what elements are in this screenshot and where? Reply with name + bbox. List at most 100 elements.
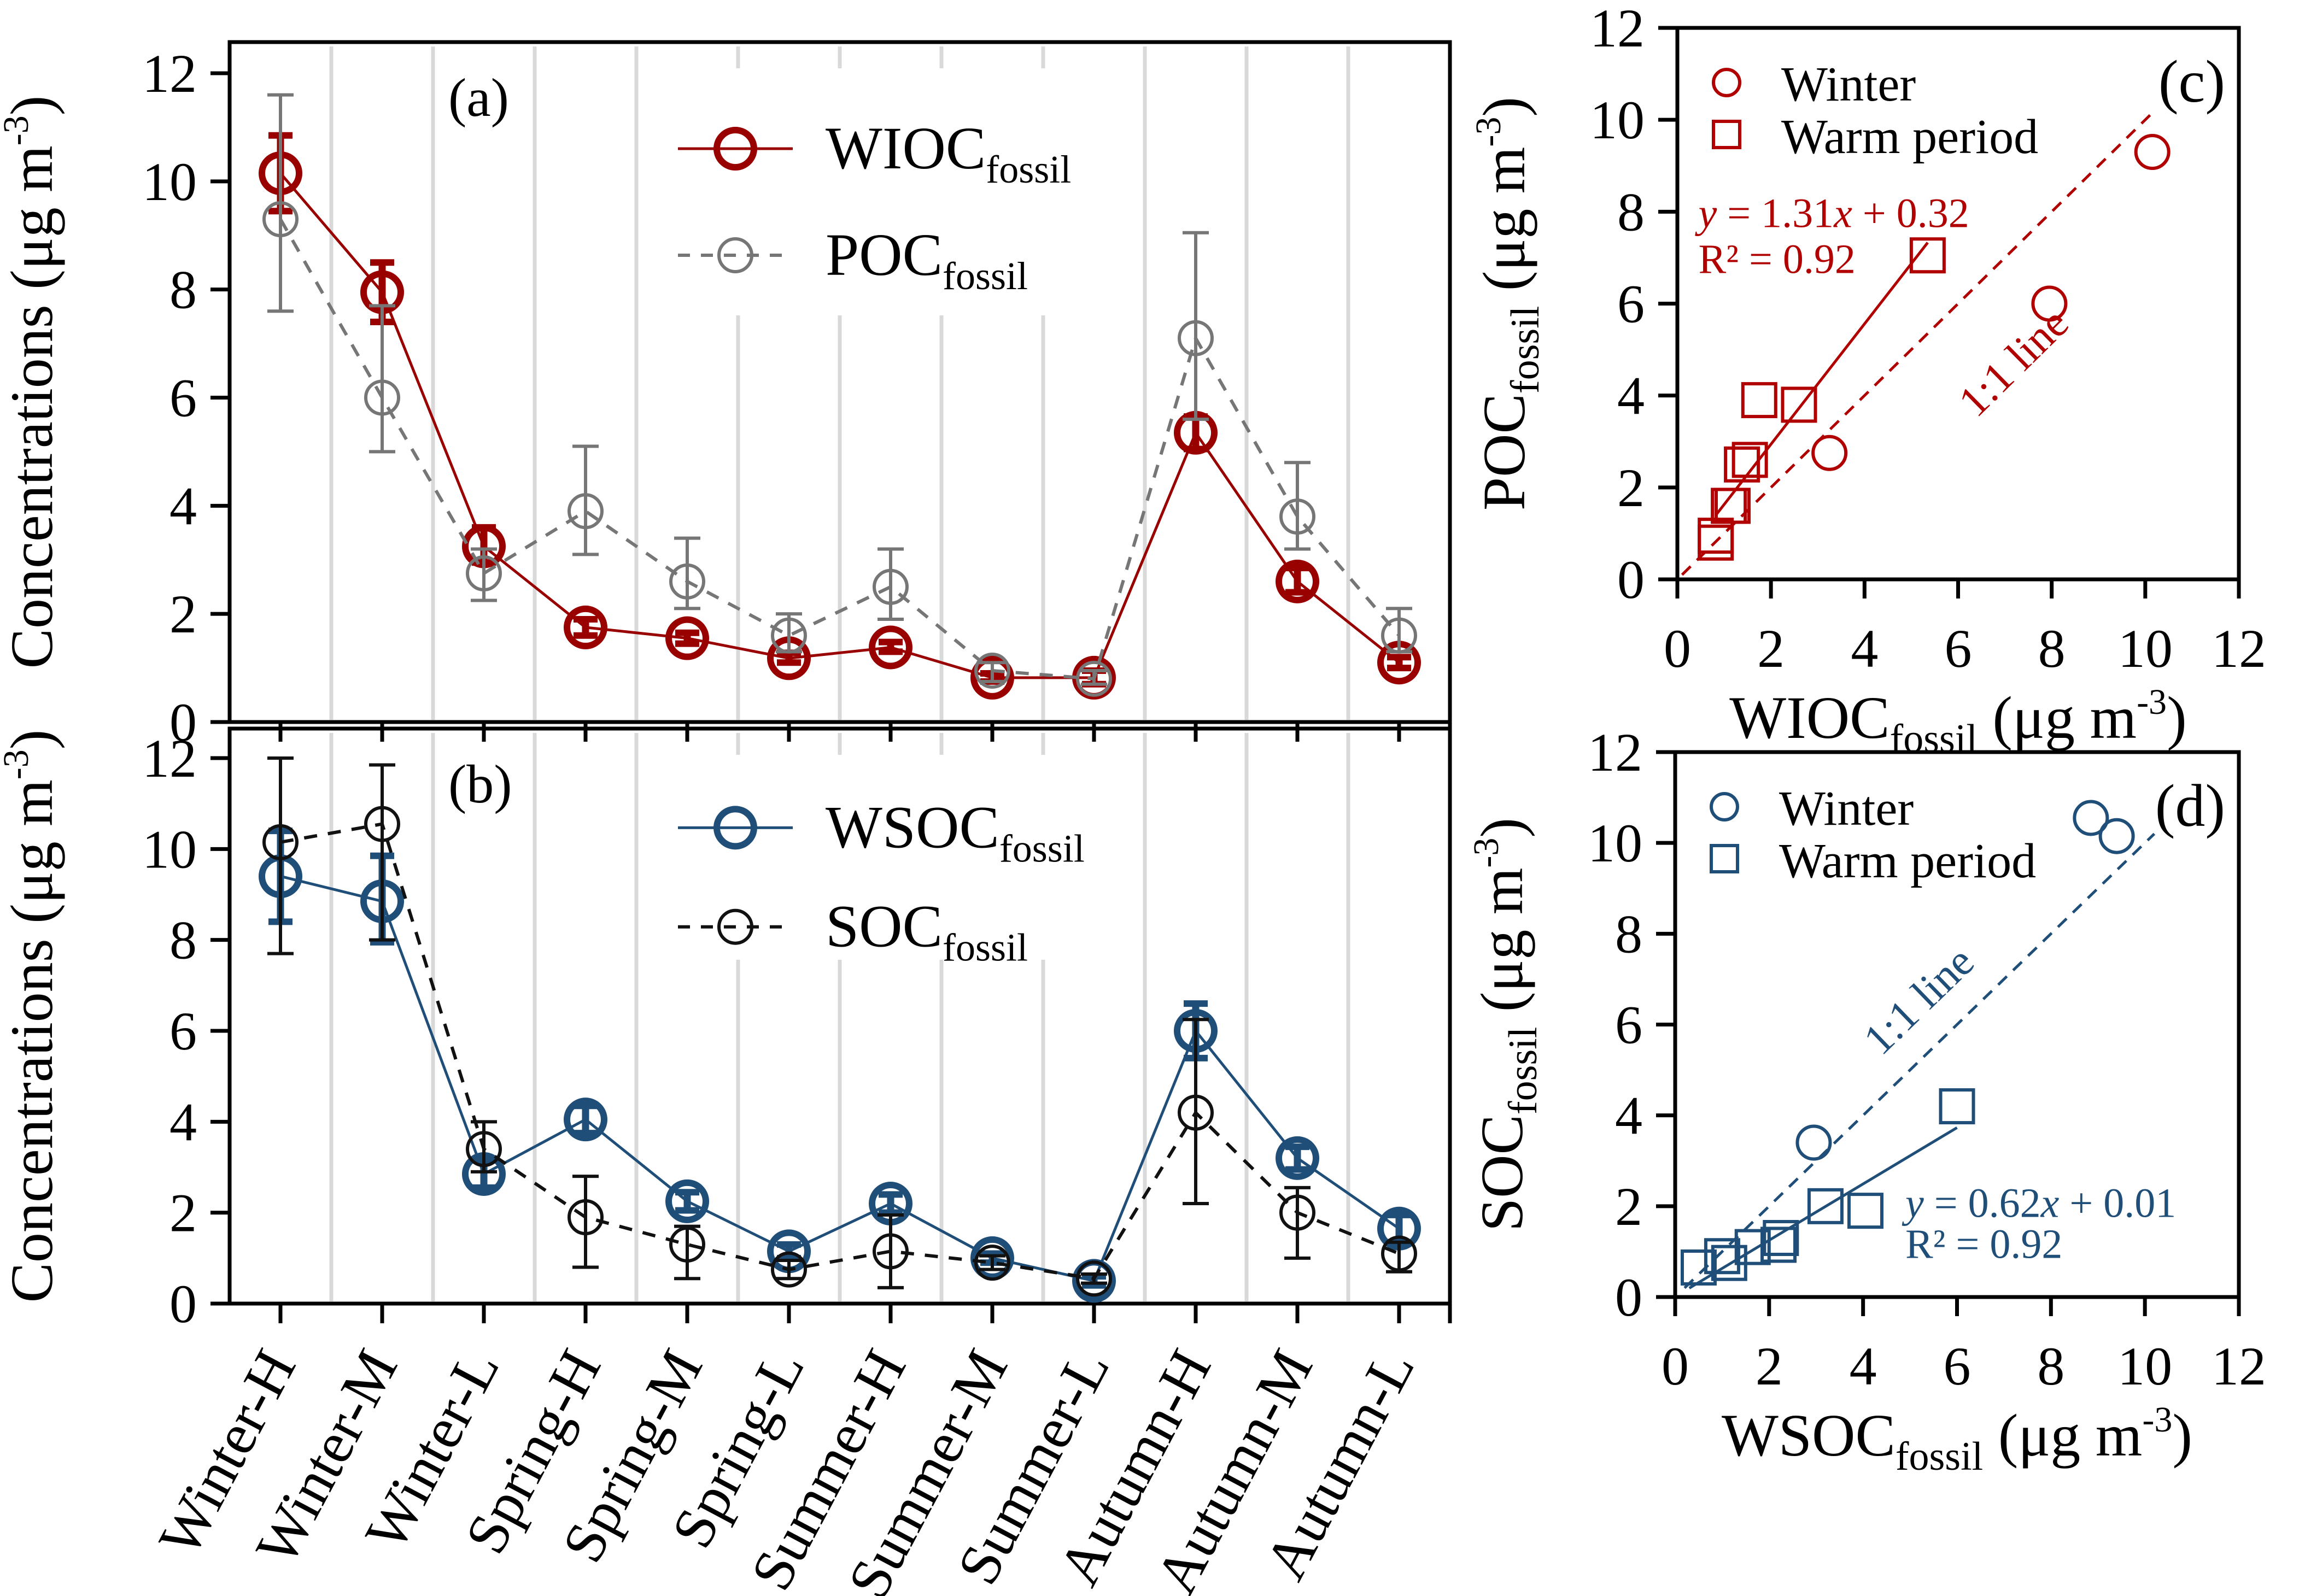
legend-label: WSOCfossil: [826, 794, 1085, 870]
legend-label: Warm period: [1779, 834, 2036, 888]
y-tick-label: 12: [1588, 722, 1642, 783]
legend-marker-circle: [1710, 792, 1739, 822]
y-axis-label: Concentrations (μg m-3): [0, 730, 65, 1303]
winter-point: [2073, 800, 2109, 836]
legend-entry: POCfossil: [678, 221, 1028, 298]
data-point: [1178, 320, 1214, 356]
y-tick-label: 0: [1615, 1267, 1642, 1328]
data-point: [1076, 660, 1112, 697]
y-tick-label: 8: [1617, 181, 1645, 242]
legend-marker-square: [1710, 844, 1739, 873]
one-to-one-label: 1:1 line: [1855, 937, 1983, 1064]
y-tick-label: 6: [1617, 274, 1645, 335]
y-axis-label: SOCfossil (μg m-3): [1466, 818, 1546, 1231]
x-tick-label: 10: [2118, 618, 2173, 679]
legend-entry: WIOCfossil: [678, 115, 1071, 191]
warm-point: [1760, 1227, 1797, 1263]
warm-point: [1698, 518, 1734, 554]
legend-marker-circle: [1712, 68, 1741, 97]
warm-point: [1763, 1219, 1799, 1256]
panel-label: (d): [2155, 772, 2225, 839]
y-tick-label: 8: [1615, 903, 1642, 964]
series-line: [279, 218, 1401, 681]
legend-label: Winter: [1781, 57, 1916, 112]
data-point: [564, 605, 607, 649]
warm-point: [1704, 1238, 1740, 1275]
data-point: [665, 616, 709, 660]
legend-label: SOCfossil: [826, 893, 1028, 970]
panel-label: (a): [448, 67, 509, 128]
data-point: [364, 379, 400, 416]
data-point: [873, 568, 909, 605]
y-tick-label: 6: [169, 368, 197, 429]
winter-point: [1811, 435, 1848, 471]
panel-a: 0 2 4 6 8 10 12 Concentrations (μg m-3) (a) WIOCf…: [0, 40, 1452, 753]
y-tick-label: 12: [142, 43, 197, 104]
x-tick-label: 12: [2212, 618, 2266, 679]
panel-label: (c): [2158, 48, 2225, 115]
series-SOC_fossil: [262, 756, 1417, 1297]
legend-entry: WSOCfossil: [678, 794, 1085, 870]
y-tick-label: 4: [1615, 1085, 1642, 1146]
data-point: [1279, 498, 1315, 535]
y-tick-label: 0: [169, 1274, 197, 1334]
y-tick-label: 10: [142, 819, 197, 879]
warm-point: [1847, 1193, 1883, 1229]
x-axis-label: WSOCfossil (μg m-3): [1722, 1400, 2192, 1479]
panel-c: 0 2 4 6 8 10 12 0 2 4 6 8 10 12 WIOCfossil (μg m-3) POC…: [1469, 0, 2266, 761]
y-tick-label: 2: [169, 1183, 197, 1243]
legend-marker-circle: [713, 806, 757, 850]
data-point: [564, 1098, 607, 1142]
warm-point: [1711, 1245, 1747, 1281]
series-line: [279, 172, 1400, 679]
data-point: [1276, 559, 1319, 603]
y-axis-label: Concentrations (μg m-3): [0, 96, 65, 669]
x-tick-label: 6: [1944, 1336, 1971, 1396]
x-tick-label: 6: [1945, 618, 1972, 679]
legend-label: Warm period: [1781, 110, 2038, 164]
legend-entry: SOCfossil: [678, 893, 1028, 970]
data-point: [669, 563, 705, 600]
winter-point: [2134, 134, 2171, 171]
fit-line: [1688, 1126, 1958, 1289]
panel-d: 0 2 4 6 8 10 12 0 2 4 6 8 10 12 WSOCfossil (μg m-3) SOC…: [1466, 722, 2266, 1479]
series-line: [280, 822, 1400, 1281]
warm-point: [1741, 382, 1777, 419]
winter-point: [1795, 1124, 1832, 1161]
warm-point: [1807, 1188, 1844, 1224]
x-tick-label: 8: [2037, 1336, 2064, 1396]
x-tick-label: 0: [1662, 1336, 1689, 1396]
series-line: [280, 875, 1400, 1283]
x-tick-label: 0: [1664, 618, 1691, 679]
legend-label: Winter: [1779, 782, 1914, 836]
y-tick-label: 2: [1615, 1176, 1642, 1237]
warm-point: [1680, 1249, 1717, 1286]
y-tick-label: 4: [169, 476, 197, 536]
data-point: [974, 1245, 1010, 1281]
legend-label: POCfossil: [826, 221, 1028, 298]
warm-point: [1731, 442, 1768, 478]
x-tick-label: 12: [2212, 1336, 2266, 1396]
y-tick-label: 8: [169, 910, 197, 971]
legend-marker-circle: [717, 908, 753, 945]
data-point: [669, 1226, 705, 1263]
data-point: [466, 555, 502, 591]
warm-point: [1781, 386, 1817, 423]
plot-frame: [227, 40, 1452, 724]
one-to-one-line: [1681, 109, 2156, 576]
y-tick-label: 12: [1590, 0, 1645, 58]
winter-point: [2098, 818, 2135, 854]
data-point: [970, 655, 1014, 700]
fit-r-squared: R² = 0.92: [1905, 1221, 2062, 1267]
x-tick-label: 2: [1757, 618, 1785, 679]
x-axis-label: WIOCfossil (μg m-3): [1729, 682, 2186, 761]
legend-marker-circle: [717, 237, 753, 273]
y-tick-label: 2: [1617, 457, 1645, 518]
y-tick-label: 4: [1617, 366, 1645, 426]
y-tick-label: 12: [142, 728, 197, 789]
y-tick-label: 2: [169, 584, 197, 644]
data-point: [665, 1179, 709, 1223]
series-POC_fossil: [262, 93, 1417, 697]
y-tick-label: 10: [1588, 813, 1642, 873]
